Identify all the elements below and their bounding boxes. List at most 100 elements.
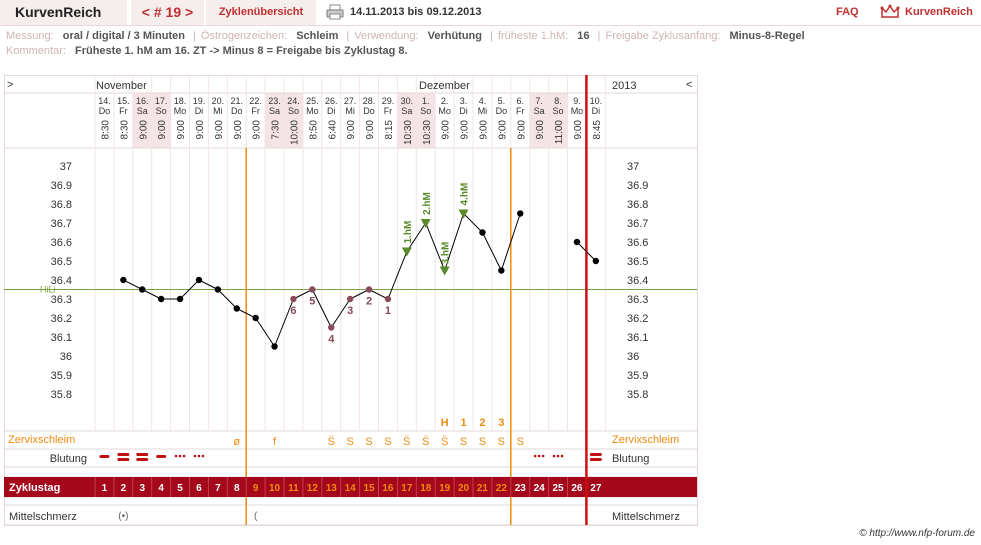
day-date: 15. (117, 96, 130, 106)
y-tick-right: 36 (627, 351, 639, 363)
cycle-day-number: 14 (345, 483, 357, 494)
freigabe-label: Freigabe Zyklusanfang: (605, 30, 721, 42)
temperature-point (271, 343, 278, 350)
day-date: 26. (325, 96, 338, 106)
weekend-header-shade (416, 93, 436, 148)
y-tick-right: 36.3 (627, 294, 648, 306)
y-tick-left: 36.7 (51, 218, 72, 230)
app-name[interactable]: KurvenReich (0, 0, 129, 25)
day-date: 23. (268, 96, 281, 106)
temperature-point (252, 314, 259, 322)
cycle-overview-link[interactable]: Zyklenübersicht (206, 0, 316, 25)
day-weekday: Mi (478, 106, 488, 116)
temperature-segment (576, 241, 597, 262)
kommentar-label: Kommentar: (6, 45, 66, 57)
cycle-day-number: 19 (439, 483, 451, 494)
day-weekday: Do (99, 106, 111, 116)
measure-time: 9:00 (252, 120, 263, 140)
print-icon[interactable] (326, 4, 344, 20)
temperature-segment (482, 232, 502, 271)
cycle-day-number: 24 (534, 483, 546, 494)
day-date: 30. (401, 96, 414, 106)
day-weekday: So (288, 106, 299, 116)
bleeding-mark (589, 458, 602, 461)
day-date: 8. (554, 96, 562, 106)
bleeding-mark (537, 454, 541, 458)
day-weekday: Sa (269, 106, 280, 116)
mucus-mark: S (517, 436, 524, 448)
y-tick-right: 36.2 (627, 313, 648, 325)
bleeding-row-label: Blutung (50, 453, 87, 465)
measure-time: 9:00 (460, 120, 471, 140)
y-tick-left: 36.6 (51, 237, 72, 249)
cycle-day-number: 6 (196, 483, 202, 494)
temperature-point (139, 286, 146, 293)
mucus-mark: S̈ (441, 435, 448, 448)
measure-time: 9:00 (573, 120, 584, 140)
mucus-mark: S (346, 436, 353, 448)
measure-time: 9:00 (346, 120, 357, 140)
high-temp-marker (401, 247, 412, 257)
temperature-segment (236, 308, 256, 319)
measure-time: 9:00 (195, 120, 206, 140)
mucus-mark: S̈ (422, 435, 429, 448)
mucus-mark: S̈ (403, 435, 410, 448)
cycle-nav-button[interactable]: < # 19 > (131, 0, 204, 25)
peak-count-mark: H (441, 417, 449, 429)
high-measurement-label: 2.hM (422, 192, 433, 215)
temperature-segment (293, 289, 313, 300)
day-date: 19. (193, 96, 206, 106)
y-tick-right: 37 (627, 161, 639, 173)
faq-link[interactable]: FAQ (836, 6, 859, 18)
temperature-segment (217, 289, 238, 309)
day-weekday: Do (231, 106, 243, 116)
measure-time: 9:00 (441, 120, 452, 140)
oestrogen-label: Östrogenzeichen: (200, 30, 288, 42)
temperature-segment (387, 251, 408, 300)
verwendung-label: Verwendung: (354, 30, 419, 42)
info-line-2: Kommentar: Früheste 1. hM am 16. ZT -> M… (6, 45, 414, 57)
day-weekday: Fr (384, 106, 393, 116)
bleeding-row-label-right: Blutung (612, 453, 649, 465)
day-weekday: Mi (345, 106, 355, 116)
day-weekday: So (553, 106, 564, 116)
temperature-point (214, 286, 222, 293)
cycle-day-number: 11 (288, 483, 299, 494)
day-weekday: Sa (401, 106, 412, 116)
low-count-label: 6 (290, 305, 296, 317)
nav-right-arrow[interactable]: < (686, 79, 692, 91)
weekend-header-shade (132, 93, 152, 148)
cycle-day-number: 22 (496, 483, 508, 494)
date-range: 14.11.2013 bis 09.12.2013 (350, 6, 482, 18)
measure-time: 9:00 (478, 120, 489, 140)
temperature-segment (123, 279, 143, 290)
oestrogen-value: Schleim (296, 30, 339, 42)
low-count-label: 2 (366, 296, 372, 308)
measure-time: 8:15 (384, 120, 395, 140)
measure-time: 10:30 (422, 120, 433, 145)
cycle-day-number: 17 (401, 483, 413, 494)
bleeding-mark (533, 454, 537, 458)
day-date: 16. (136, 96, 149, 106)
y-tick-right: 36.5 (627, 256, 648, 268)
day-date: 24. (287, 96, 300, 106)
bleeding-mark (136, 458, 149, 461)
temperature-point (479, 229, 486, 236)
temperature-point (384, 295, 392, 303)
high-measurement-label: 4.hM (460, 183, 471, 206)
measure-time: 9:00 (138, 120, 149, 140)
nav-left-arrow[interactable]: > (7, 79, 13, 91)
temperature-point (346, 295, 354, 303)
day-weekday: Sa (534, 106, 545, 116)
bleeding-mark (117, 458, 130, 461)
cycle-row-label: Zyklustag (9, 482, 60, 494)
day-date: 10. (590, 96, 603, 106)
weekend-header-shade (284, 93, 303, 148)
measure-time: 8:45 (592, 120, 603, 140)
day-date: 28. (363, 96, 376, 106)
day-date: 25. (306, 96, 319, 106)
logo-text[interactable]: KurvenReich (905, 6, 973, 18)
y-tick-left: 36.9 (51, 180, 72, 192)
cycle-day-number: 7 (215, 483, 221, 494)
